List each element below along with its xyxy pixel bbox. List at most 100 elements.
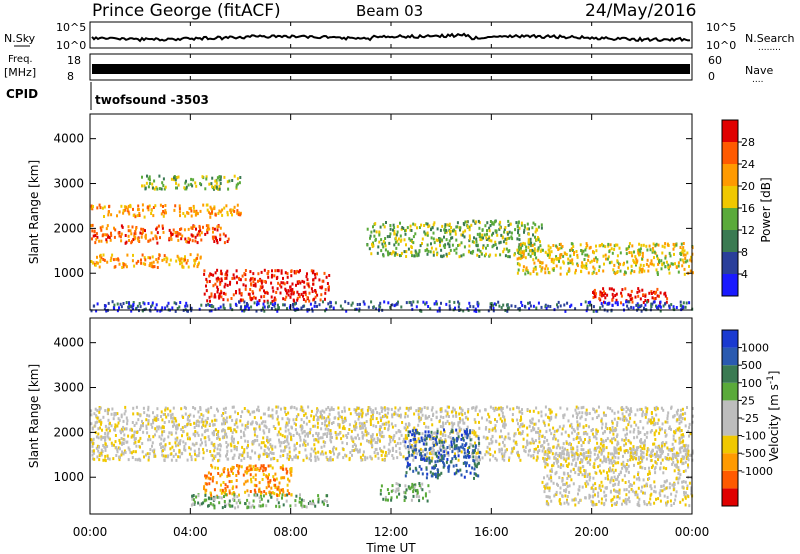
heatmap-cell [396, 225, 399, 229]
heatmap-cell [600, 419, 603, 423]
heatmap-cell [190, 309, 193, 313]
heatmap-cell [125, 205, 128, 209]
heatmap-cell [685, 301, 688, 305]
heatmap-cell [639, 263, 642, 267]
heatmap-cell [219, 454, 222, 458]
heatmap-cell [404, 232, 407, 236]
heatmap-cell [153, 265, 156, 269]
heatmap-cell [293, 270, 296, 273]
heatmap-cell [323, 444, 326, 448]
heatmap-cell [114, 428, 117, 432]
heatmap-cell [214, 213, 217, 217]
heatmap-cell [214, 495, 217, 499]
heatmap-cell [437, 473, 440, 477]
heatmap-cell [101, 450, 104, 453]
heatmap-cell [212, 237, 215, 241]
heatmap-cell [239, 501, 242, 505]
heatmap-cell [235, 474, 238, 477]
heatmap-cell [144, 229, 146, 233]
heatmap-cell [412, 449, 414, 453]
heatmap-cell [366, 456, 369, 460]
heatmap-cell [260, 270, 263, 274]
heatmap-cell [218, 437, 221, 441]
heatmap-cell [659, 304, 662, 308]
heatmap-cell [447, 469, 450, 473]
heatmap-cell [163, 257, 166, 261]
heatmap-cell [514, 228, 517, 232]
heatmap-cell [655, 413, 658, 417]
heatmap-cell [375, 417, 378, 421]
heatmap-cell [631, 451, 634, 455]
heatmap-cell [419, 309, 422, 313]
heatmap-cell [684, 260, 687, 264]
heatmap-cell [436, 253, 438, 257]
heatmap-cell [298, 500, 301, 504]
heatmap-cell [653, 297, 656, 301]
heatmap-cell [266, 291, 269, 295]
heatmap-cell [550, 250, 553, 254]
heatmap-cell [494, 424, 497, 428]
heatmap-cell [421, 450, 424, 453]
heatmap-cell [370, 230, 373, 234]
heatmap-cell [604, 292, 607, 296]
heatmap-cell [521, 304, 524, 307]
heatmap-cell [171, 445, 174, 449]
heatmap-cell [151, 425, 154, 429]
heatmap-cell [615, 450, 618, 454]
heatmap-cell [268, 430, 271, 434]
heatmap-cell [597, 455, 600, 459]
heatmap-cell [189, 253, 192, 257]
heatmap-cell [229, 282, 231, 286]
heatmap-cell [244, 278, 247, 282]
heatmap-cell [592, 265, 595, 269]
heatmap-cell [642, 410, 644, 414]
heatmap-cell [100, 422, 102, 426]
heatmap-cell [372, 424, 375, 428]
heatmap-cell [549, 411, 552, 415]
heatmap-cell [430, 459, 433, 463]
heatmap-cell [523, 424, 526, 428]
heatmap-cell [105, 227, 108, 231]
heatmap-cell [96, 455, 99, 459]
heatmap-cell [585, 408, 588, 412]
heatmap-cell [207, 410, 210, 414]
heatmap-cell [183, 445, 186, 448]
heatmap-cell [296, 298, 299, 302]
heatmap-cell [460, 233, 463, 237]
heatmap-cell [197, 454, 200, 458]
heatmap-cell [627, 266, 629, 270]
heatmap-cell [616, 254, 619, 258]
heatmap-cell [209, 272, 212, 276]
heatmap-cell [681, 248, 684, 252]
heatmap-cell [501, 419, 503, 423]
heatmap-cell [262, 302, 265, 306]
heatmap-cell [663, 442, 666, 446]
heatmap-cell [276, 275, 279, 279]
heatmap-cell [402, 455, 405, 459]
heatmap-cell [429, 250, 432, 254]
heatmap-cell [594, 256, 597, 260]
heatmap-cell [524, 272, 527, 276]
heatmap-cell [285, 445, 288, 449]
colorbar-swatch [722, 274, 738, 296]
heatmap-cell [295, 454, 297, 458]
heatmap-cell [197, 263, 200, 267]
heatmap-cell [269, 438, 272, 442]
heatmap-cell [208, 280, 211, 283]
heatmap-cell [270, 295, 273, 299]
heatmap-cell [354, 428, 357, 432]
heatmap-cell [478, 255, 481, 258]
heatmap-cell [288, 454, 291, 458]
heatmap-cell [576, 255, 579, 259]
heatmap-cell [267, 414, 270, 418]
heatmap-cell [665, 441, 668, 445]
heatmap-cell [204, 493, 207, 497]
heatmap-cell [173, 178, 176, 182]
heatmap-cell [526, 227, 529, 231]
heatmap-cell [279, 454, 282, 458]
heatmap-cell [194, 235, 197, 239]
heatmap-cell [262, 464, 265, 468]
heatmap-cell [641, 441, 644, 445]
heatmap-cell [310, 414, 313, 418]
heatmap-cell [552, 426, 555, 430]
